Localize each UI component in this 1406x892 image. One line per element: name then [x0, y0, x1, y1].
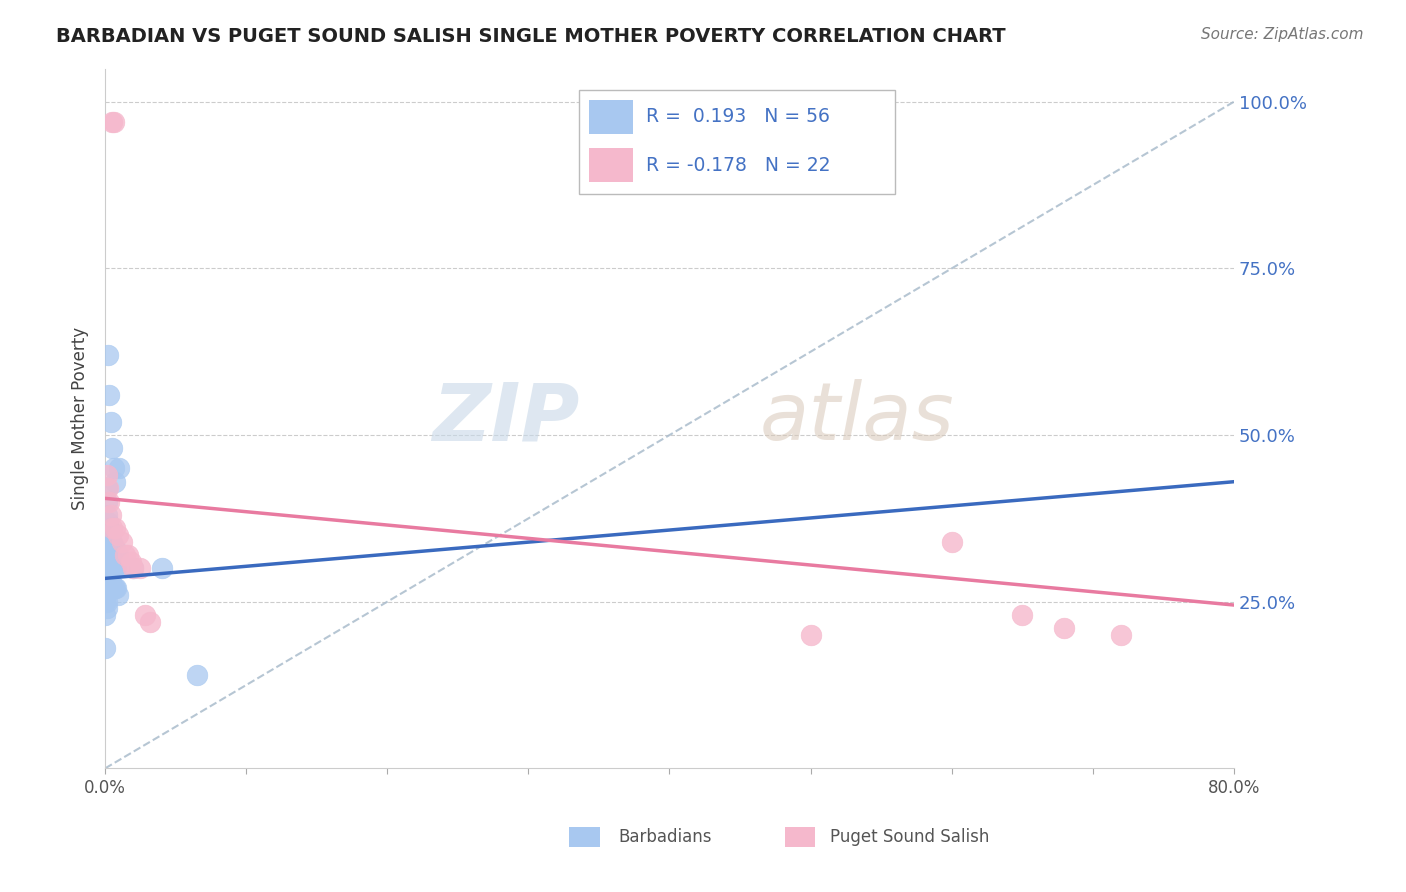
Point	[122, 561, 145, 575]
Y-axis label: Single Mother Poverty: Single Mother Poverty	[72, 326, 89, 510]
Point	[1109, 628, 1132, 642]
Point	[97, 555, 120, 569]
Text: BARBADIAN VS PUGET SOUND SALISH SINGLE MOTHER POVERTY CORRELATION CHART: BARBADIAN VS PUGET SOUND SALISH SINGLE M…	[56, 27, 1005, 45]
Point	[104, 475, 127, 489]
Point	[97, 348, 120, 362]
Text: ZIP: ZIP	[432, 379, 579, 458]
Point	[101, 534, 124, 549]
Point	[94, 595, 117, 609]
Point	[104, 521, 127, 535]
Point	[98, 528, 121, 542]
Point	[122, 561, 145, 575]
Point	[97, 568, 120, 582]
Point	[96, 468, 118, 483]
Point	[96, 568, 118, 582]
Point	[103, 461, 125, 475]
Point	[103, 541, 125, 556]
Point	[104, 582, 127, 596]
Text: Puget Sound Salish: Puget Sound Salish	[830, 828, 988, 846]
Text: Source: ZipAtlas.com: Source: ZipAtlas.com	[1201, 27, 1364, 42]
Point	[94, 641, 117, 656]
Point	[96, 494, 118, 508]
Point	[97, 482, 120, 496]
Point	[108, 461, 131, 475]
Point	[104, 541, 127, 556]
Point	[111, 534, 134, 549]
Point	[107, 548, 129, 562]
Point	[98, 555, 121, 569]
Point	[96, 601, 118, 615]
Point	[96, 482, 118, 496]
Point	[105, 582, 128, 596]
Point	[94, 607, 117, 622]
Point	[101, 561, 124, 575]
Point	[97, 521, 120, 535]
Point	[97, 515, 120, 529]
Point	[800, 628, 823, 642]
Point	[114, 548, 136, 562]
Point	[117, 548, 139, 562]
Point	[120, 555, 142, 569]
Point	[101, 442, 124, 456]
Point	[103, 582, 125, 596]
Point	[941, 534, 963, 549]
Point	[150, 561, 173, 575]
Point	[98, 574, 121, 589]
Point	[100, 555, 122, 569]
Point	[105, 561, 128, 575]
Point	[96, 595, 118, 609]
Point	[100, 508, 122, 522]
Point	[129, 561, 152, 575]
Point	[98, 521, 121, 535]
Point	[94, 595, 117, 609]
Point	[94, 588, 117, 602]
Point	[98, 388, 121, 402]
Point	[107, 528, 129, 542]
Point	[1011, 607, 1033, 622]
Point	[105, 548, 128, 562]
Point	[100, 415, 122, 429]
Point	[101, 521, 124, 535]
Point	[104, 561, 127, 575]
Point	[96, 548, 118, 562]
Point	[139, 615, 162, 629]
Point	[98, 574, 121, 589]
Point	[186, 668, 208, 682]
Point	[94, 588, 117, 602]
Point	[1053, 621, 1076, 635]
Point	[101, 541, 124, 556]
Text: atlas: atlas	[759, 379, 955, 458]
Point	[100, 534, 122, 549]
Point	[96, 508, 118, 522]
Point	[101, 115, 124, 129]
Point	[98, 568, 121, 582]
Point	[98, 494, 121, 508]
Point	[98, 568, 121, 582]
Point	[96, 568, 118, 582]
Point	[103, 561, 125, 575]
Point	[101, 582, 124, 596]
Text: Barbadians: Barbadians	[619, 828, 713, 846]
Point	[134, 607, 156, 622]
Point	[107, 588, 129, 602]
Point	[100, 574, 122, 589]
Point	[97, 574, 120, 589]
Point	[103, 115, 125, 129]
Point	[97, 568, 120, 582]
Point	[96, 561, 118, 575]
